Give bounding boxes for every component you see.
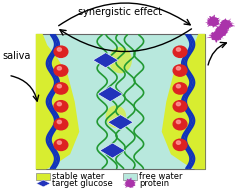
Circle shape — [176, 48, 180, 51]
Ellipse shape — [47, 98, 64, 136]
Polygon shape — [36, 180, 50, 187]
Polygon shape — [98, 87, 123, 102]
Circle shape — [173, 83, 187, 94]
Polygon shape — [217, 18, 235, 31]
Polygon shape — [205, 15, 221, 28]
Ellipse shape — [109, 47, 132, 73]
Circle shape — [54, 65, 68, 76]
Ellipse shape — [177, 98, 194, 136]
Text: protein: protein — [139, 179, 169, 188]
Polygon shape — [215, 24, 230, 40]
Polygon shape — [100, 143, 125, 158]
Circle shape — [176, 102, 180, 106]
Polygon shape — [108, 115, 133, 130]
Circle shape — [57, 84, 61, 88]
Circle shape — [57, 48, 61, 51]
Circle shape — [54, 139, 68, 150]
FancyBboxPatch shape — [123, 173, 137, 180]
Polygon shape — [162, 34, 205, 169]
FancyBboxPatch shape — [36, 173, 50, 180]
Text: free water: free water — [139, 172, 182, 181]
Circle shape — [173, 65, 187, 76]
Ellipse shape — [39, 134, 54, 160]
Ellipse shape — [184, 51, 202, 92]
Circle shape — [57, 120, 61, 124]
Polygon shape — [206, 30, 226, 43]
Circle shape — [57, 67, 61, 70]
Polygon shape — [123, 178, 136, 189]
Circle shape — [173, 119, 187, 130]
Text: stable water: stable water — [52, 172, 104, 181]
Text: target glucose: target glucose — [52, 179, 113, 188]
Circle shape — [176, 84, 180, 88]
Ellipse shape — [39, 51, 58, 92]
Circle shape — [176, 141, 180, 144]
Circle shape — [173, 46, 187, 57]
Polygon shape — [36, 34, 79, 169]
FancyBboxPatch shape — [36, 34, 205, 169]
Text: saliva: saliva — [2, 51, 31, 61]
Ellipse shape — [188, 134, 202, 160]
Circle shape — [173, 101, 187, 112]
Circle shape — [176, 67, 180, 70]
Circle shape — [57, 141, 61, 144]
Circle shape — [54, 119, 68, 130]
Ellipse shape — [106, 105, 126, 128]
Circle shape — [176, 120, 180, 124]
Circle shape — [54, 46, 68, 57]
Circle shape — [54, 101, 68, 112]
Polygon shape — [93, 53, 118, 68]
Circle shape — [57, 102, 61, 106]
Text: synergistic effect: synergistic effect — [78, 7, 163, 17]
Circle shape — [173, 139, 187, 150]
Circle shape — [54, 83, 68, 94]
